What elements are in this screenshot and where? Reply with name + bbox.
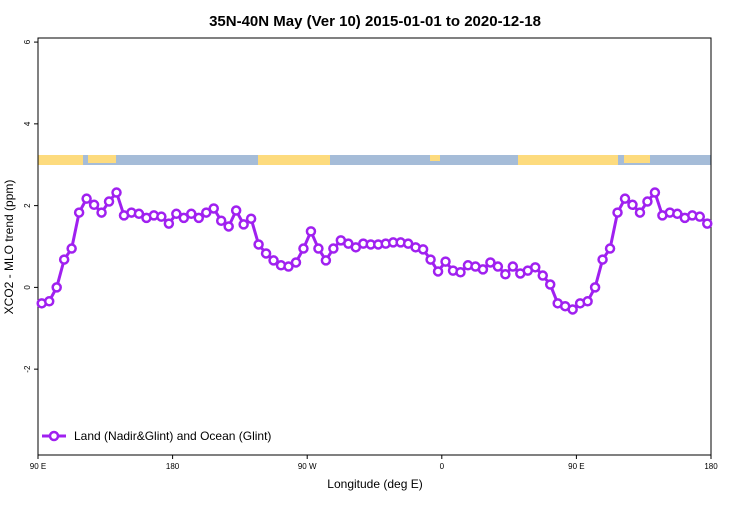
land-band	[430, 155, 440, 161]
data-point	[230, 205, 242, 216]
data-point	[328, 243, 339, 254]
land-band	[258, 155, 330, 165]
data-point	[298, 243, 309, 254]
x-tick-label: 0	[440, 462, 445, 471]
y-tick-label: 4	[23, 121, 32, 126]
data-point	[320, 255, 332, 266]
plot-frame	[37, 37, 712, 456]
y-tick-label: 6	[23, 39, 32, 44]
x-tick-label: 180	[704, 462, 718, 471]
data-point	[171, 208, 182, 220]
y-tick-label: 0	[23, 285, 32, 290]
land-band	[38, 155, 83, 165]
data-point	[425, 254, 436, 265]
chart-title: 35N-40N May (Ver 10) 2015-01-01 to 2020-…	[209, 13, 541, 30]
data-point	[612, 207, 623, 218]
data-point	[477, 264, 489, 275]
data-point	[283, 261, 294, 272]
data-point	[58, 254, 70, 265]
data-point	[290, 257, 302, 268]
data-point	[88, 199, 100, 211]
data-point	[103, 196, 115, 207]
data-point	[133, 208, 145, 220]
data-point	[619, 193, 631, 204]
data-point	[305, 226, 317, 237]
land-band	[88, 155, 116, 163]
x-tick-label: 90 E	[568, 462, 584, 471]
data-point	[156, 211, 167, 222]
data-point	[245, 213, 257, 224]
data-point	[507, 261, 519, 272]
data-point	[51, 282, 62, 293]
data-point	[268, 255, 279, 266]
data-point	[694, 211, 706, 222]
data-point	[193, 212, 205, 224]
legend-marker	[48, 430, 60, 442]
data-point	[582, 296, 593, 307]
y-tick-label: -2	[23, 365, 32, 373]
data-point	[223, 221, 234, 232]
data-point	[492, 261, 504, 272]
data-point	[163, 218, 175, 229]
x-tick-label: 180	[166, 462, 180, 471]
data-point	[537, 270, 548, 281]
ocean-band	[38, 155, 711, 165]
data-point	[485, 257, 496, 268]
y-tick-label: 2	[23, 203, 32, 208]
legend-label: Land (Nadir&Glint) and Ocean (Glint)	[74, 429, 271, 443]
data-point	[96, 207, 107, 218]
x-tick-label: 90 W	[298, 462, 317, 471]
data-point	[111, 187, 122, 198]
data-point	[589, 282, 601, 293]
data-point	[672, 208, 683, 220]
data-point	[432, 266, 444, 277]
data-point	[43, 296, 55, 307]
data-point	[201, 207, 212, 218]
data-point	[634, 207, 646, 218]
land-ocean-strip	[38, 155, 711, 165]
x-axis-label: Longitude (deg E)	[327, 477, 422, 491]
data-point	[530, 262, 541, 273]
data-point	[215, 215, 227, 226]
land-band	[624, 155, 650, 163]
x-tick-label: 90 E	[30, 462, 46, 471]
data-point	[544, 279, 556, 290]
data-point	[604, 243, 616, 254]
data-point	[417, 244, 429, 255]
data-point	[440, 256, 451, 267]
data-point	[702, 218, 713, 229]
data-point	[73, 207, 85, 218]
data-point	[455, 267, 466, 278]
data-point	[253, 239, 264, 250]
data-point	[186, 208, 197, 220]
data-point	[649, 187, 661, 198]
data-point	[627, 199, 638, 211]
data-point	[238, 219, 249, 230]
data-point	[597, 254, 608, 265]
land-band	[518, 155, 618, 165]
data-point	[81, 193, 92, 204]
data-point	[500, 269, 511, 280]
data-point	[208, 203, 219, 214]
data-point	[66, 243, 77, 254]
data-point	[313, 243, 324, 254]
data-point	[567, 304, 578, 315]
data-point	[642, 196, 653, 207]
data-point	[260, 248, 272, 259]
y-axis-label: XCO2 - MLO trend (ppm)	[2, 180, 16, 315]
data-point	[178, 212, 190, 224]
